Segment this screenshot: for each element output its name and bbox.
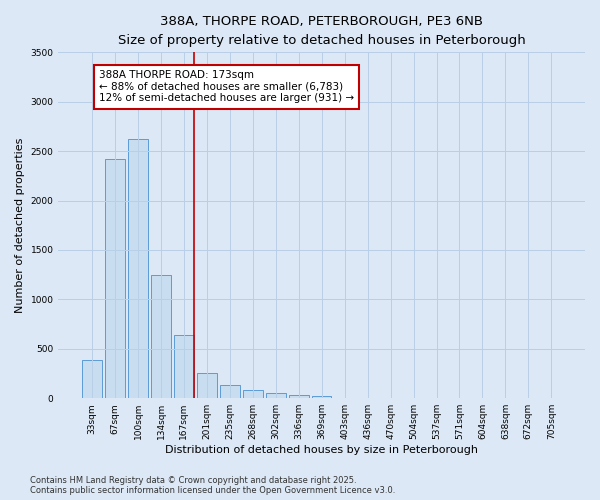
Y-axis label: Number of detached properties: Number of detached properties (15, 138, 25, 313)
Title: 388A, THORPE ROAD, PETERBOROUGH, PE3 6NB
Size of property relative to detached h: 388A, THORPE ROAD, PETERBOROUGH, PE3 6NB… (118, 15, 526, 47)
Bar (128, 140, 148, 398)
Bar (174, 335, 194, 398)
Text: 388A THORPE ROAD: 173sqm
← 88% of detached houses are smaller (6,783)
12% of sem: 388A THORPE ROAD: 173sqm ← 88% of detach… (99, 70, 354, 103)
Bar (82, 360, 102, 398)
Bar (220, 386, 239, 398)
Bar (266, 393, 286, 398)
X-axis label: Distribution of detached houses by size in Peterborough: Distribution of detached houses by size … (165, 445, 478, 455)
Bar (312, 396, 331, 398)
Bar (197, 372, 217, 398)
Bar (243, 390, 263, 398)
Bar (289, 394, 308, 398)
Bar (106, 159, 125, 398)
Bar (151, 274, 171, 398)
Text: Contains HM Land Registry data © Crown copyright and database right 2025.
Contai: Contains HM Land Registry data © Crown c… (30, 476, 395, 495)
